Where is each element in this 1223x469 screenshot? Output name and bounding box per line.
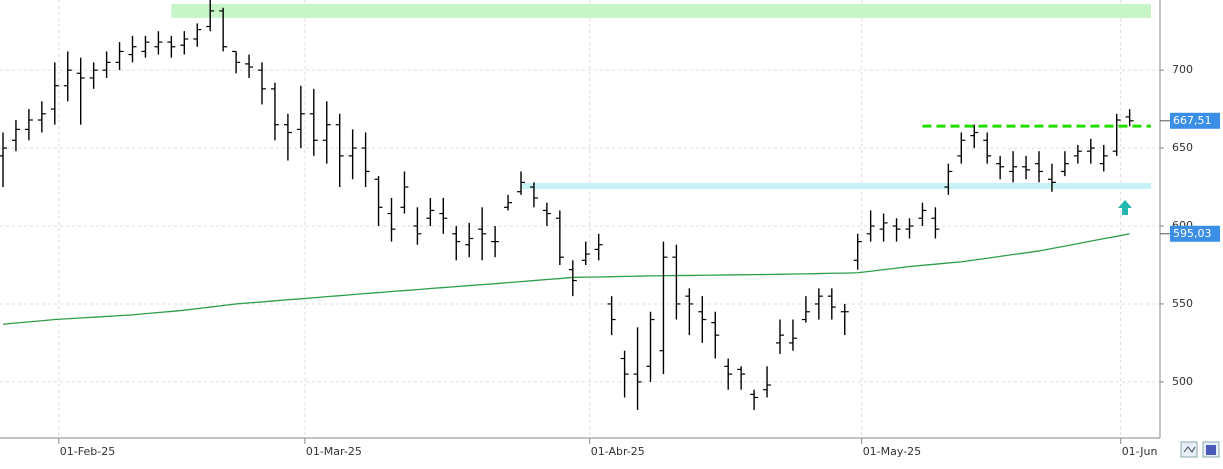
moving-average [2,233,1130,325]
x-tick-label: 01-Abr-25 [591,445,645,458]
price-label: 667,51 [1173,114,1212,127]
price-label-box [1170,112,1220,129]
zone [171,3,1152,18]
up-arrow [1118,200,1132,215]
price-label-box [1170,225,1220,242]
chart-type-icon [1183,446,1196,453]
x-tick-label: 01-Mar-25 [306,445,362,458]
zone [521,182,1151,190]
x-tick-label: 01-Jun [1122,445,1158,458]
chart-type-button[interactable] [1180,441,1198,458]
x-tick-label: 01-May-25 [863,445,921,458]
y-tick-label: 550 [1172,297,1193,310]
y-tick-label: 650 [1172,141,1193,154]
y-tick-label: 500 [1172,375,1193,388]
save-icon [1206,445,1216,455]
price-label: 595,03 [1173,227,1212,240]
x-tick-label: 01-Feb-25 [60,445,115,458]
y-tick-label: 700 [1172,63,1193,76]
